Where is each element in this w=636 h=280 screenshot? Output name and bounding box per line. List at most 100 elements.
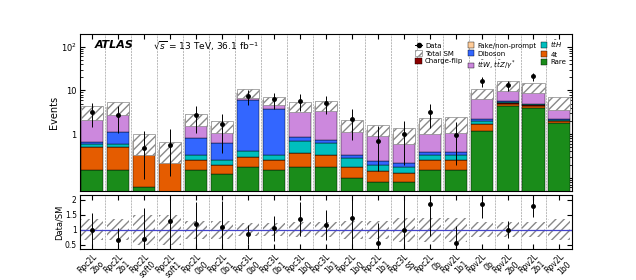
Bar [237,93,259,94]
Legend: Data, Total SM, Charge-flip, Fake/non-prompt, Diboson, $t\bar{t}W$, $t\bar{t}Z/\: Data, Total SM, Charge-flip, Fake/non-pr… [413,36,569,73]
Bar [211,126,233,131]
Bar [522,89,544,104]
Bar [81,170,104,280]
Bar [211,131,233,143]
Bar [211,121,233,133]
Bar [393,134,415,139]
Bar [107,132,130,144]
Bar [548,120,570,121]
Bar [107,170,130,280]
Bar [445,152,467,155]
Bar [81,142,104,144]
Bar [315,139,337,143]
Bar [548,123,570,280]
Y-axis label: Data/SM: Data/SM [54,204,63,240]
Bar [418,218,441,242]
Bar [548,121,570,123]
Bar [418,118,441,134]
Bar [159,160,181,161]
Bar [185,155,207,160]
Bar [315,155,337,167]
Bar [445,170,467,280]
Bar [471,89,493,99]
Bar [237,89,259,97]
Bar [185,138,207,155]
Text: ATLAS: ATLAS [94,40,133,50]
Bar [289,167,311,280]
Bar [263,101,285,109]
Bar [159,150,181,160]
Bar [393,218,415,242]
Bar [315,108,337,139]
Bar [341,120,363,132]
Bar [185,125,207,138]
Bar [418,124,441,129]
Bar [263,100,285,101]
Bar [497,106,518,280]
Bar [393,182,415,280]
Bar [159,143,181,163]
Bar [418,170,441,280]
Bar [418,160,441,170]
Bar [289,109,311,137]
Bar [471,95,493,119]
Bar [237,223,259,236]
Bar [393,163,415,167]
Bar [315,101,337,111]
Bar [134,153,155,188]
Bar [522,108,544,280]
Bar [341,167,363,178]
Bar [263,223,285,236]
Y-axis label: Events: Events [50,96,59,129]
Bar [211,174,233,280]
Bar [522,83,544,93]
Bar [237,94,259,101]
Bar [134,188,155,280]
Bar [341,221,363,239]
Bar [445,123,467,128]
Bar [548,97,570,110]
Bar [497,104,518,106]
Bar [393,167,415,173]
Bar [418,129,441,152]
Bar [497,101,518,102]
Bar [289,141,311,153]
Bar [393,128,415,144]
Bar [237,167,259,280]
Bar [289,102,311,112]
Bar [445,128,467,152]
Bar [522,222,544,237]
Bar [134,215,155,245]
Bar [445,117,467,133]
Bar [367,130,389,134]
Bar [107,111,130,132]
Bar [341,125,363,130]
Bar [81,219,104,240]
Bar [289,153,311,167]
Bar [548,119,570,120]
Bar [289,107,311,109]
Bar [471,93,493,95]
Bar [367,221,389,239]
Bar [107,219,130,240]
Bar [367,182,389,280]
Bar [134,134,155,155]
Bar [445,160,467,170]
Bar [263,97,285,105]
Bar [445,155,467,160]
Bar [237,101,259,151]
Bar [185,221,207,239]
Bar [471,124,493,131]
Bar [107,102,130,115]
Bar [522,87,544,89]
Bar [393,173,415,182]
Bar [107,144,130,147]
Bar [548,102,570,104]
Bar [263,155,285,160]
Bar [497,85,518,87]
Bar [445,218,467,242]
Bar [237,151,259,157]
Bar [497,102,518,103]
Bar [471,121,493,124]
Bar [185,119,207,125]
